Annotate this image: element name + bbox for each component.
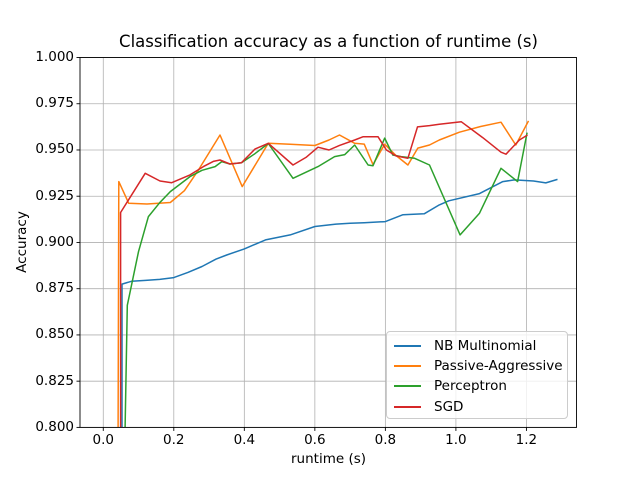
y-tick-label: 0.875 [35,280,74,297]
y-tick-label: 1.000 [35,49,74,65]
x-tick-label: 0.2 [163,432,185,449]
legend-item: SGD [387,397,567,417]
x-tick-label: 0.4 [233,432,256,449]
legend-line-sample [394,405,421,408]
y-tick-label: 0.800 [35,418,74,435]
x-tick-label: 1.0 [445,432,467,449]
legend-item-label: Perceptron [434,378,507,395]
y-tick-label: 0.850 [35,326,74,343]
legend-item-label: NB Multinomial [434,338,537,355]
legend-item: NB Multinomial [387,336,567,356]
tick-marks [76,57,527,431]
y-tick-label: 0.925 [35,187,74,204]
legend-item-label: Passive-Aggressive [434,358,563,375]
chart-title: Classification accuracy as a function of… [119,32,538,51]
x-tick-label: 0.0 [92,432,114,449]
x-tick-label: 0.6 [304,432,326,449]
series-line-perceptron [124,132,528,428]
legend-item: Passive-Aggressive [387,356,567,376]
legend-line-sample [394,365,421,368]
data-series-lines [117,120,558,428]
legend: NB Multinomial Passive-Aggressive Percep… [386,331,568,419]
legend-line-sample [394,385,421,388]
y-tick-label: 0.825 [35,372,74,389]
series-line-sgd [119,120,528,428]
y-tick-label: 0.900 [35,233,74,250]
legend-item-label: SGD [434,398,464,415]
y-tick-label: 0.975 [35,95,74,112]
y-tick-label: 0.950 [35,141,74,158]
legend-item: Perceptron [387,376,567,396]
x-tick-label: 1.2 [515,432,538,449]
x-tick-label: 0.8 [374,432,397,449]
x-axis-label: runtime (s) [290,451,367,467]
legend-line-sample [394,345,421,348]
series-line-passive-aggressive [117,120,530,428]
